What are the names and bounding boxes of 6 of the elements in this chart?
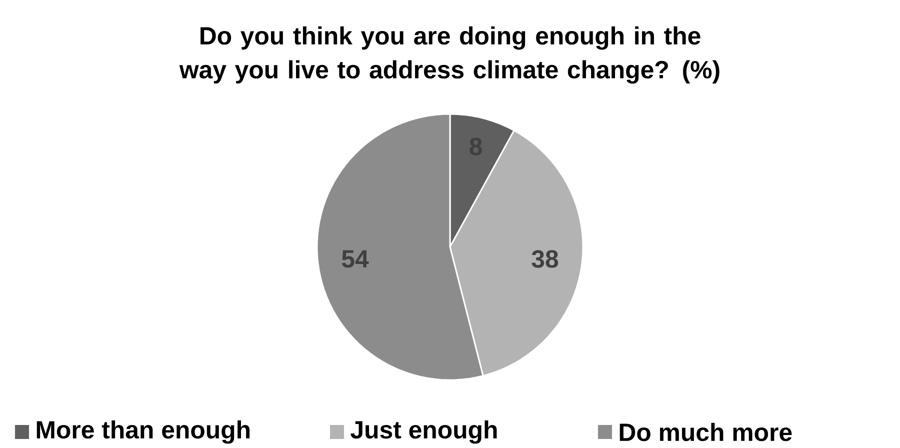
legend-label: Do much more [620,422,792,442]
data-label: 38 [532,250,558,268]
data-label: 54 [342,250,369,268]
legend-label: More than enough [36,420,250,444]
chart-title: Do you think you are doing enough in the way you live to address climate change? (%) [179,26,720,84]
legend-label: Just enough [350,420,497,444]
